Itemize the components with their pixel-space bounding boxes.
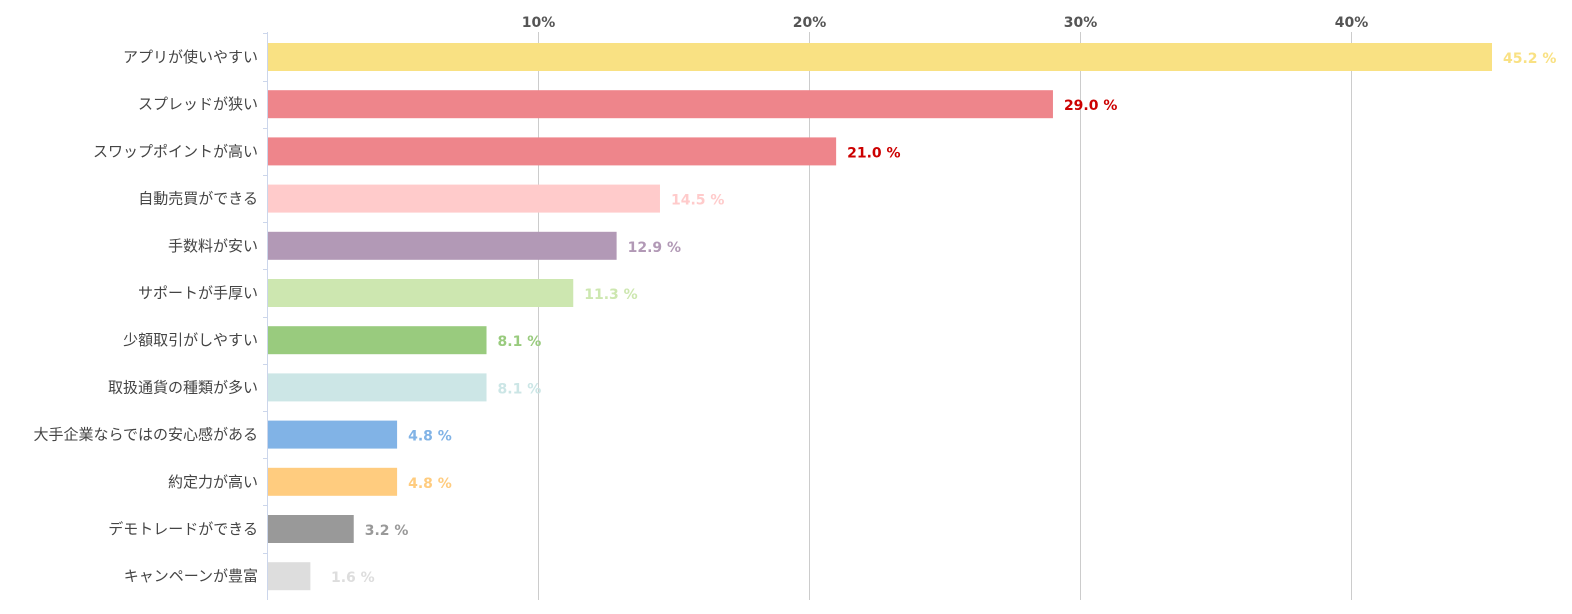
bar [268,467,398,496]
x-tick-label: 20% [793,15,827,31]
category-label: 少額取引がしやすい [123,331,258,349]
category-label: デモトレードができる [108,520,258,538]
bar [268,373,487,402]
category-label: スワップポイントが高い [93,142,258,160]
bar [268,90,1053,119]
category-label: サポートが手厚い [138,284,258,302]
value-label: 1.6 % [331,570,375,586]
bar-layer [268,43,1492,591]
value-label-layer: 45.2 % 29.0 % 21.0 % 14.5 % 12.9 % 11.3 % 8.1 … [331,51,1556,586]
category-label: 取扱通貨の種類が多い [108,378,258,396]
value-label: 4.8 % [408,429,452,445]
bar [268,562,311,591]
value-label: 12.9 % [628,240,681,256]
bar [268,43,1492,71]
value-label: 8.1 % [498,381,542,397]
category-label: 約定力が高い [168,473,258,491]
category-label: 大手企業ならではの安心感がある [33,426,258,444]
category-label: 手数料が安い [168,237,258,255]
value-label: 29.0 % [1064,98,1117,114]
bar [268,279,574,307]
value-label: 4.8 % [408,476,452,492]
value-label: 11.3 % [584,287,637,303]
category-label: 自動売買ができる [138,190,258,208]
bar [268,420,398,449]
value-label: 45.2 % [1503,51,1556,67]
x-tick-label: 10% [522,15,556,31]
value-label: 3.2 % [365,523,409,539]
category-label-layer: アプリが使いやすいスプレッドが狭いスワップポイントが高い自動売買ができる手数料が… [33,33,267,585]
x-tick-label: 40% [1335,15,1369,31]
x-tick-label: 30% [1064,15,1098,31]
value-label: 14.5 % [671,193,724,209]
tick-layer: 10% 20% 30% 40% [522,15,1369,31]
bar [268,137,837,166]
category-label: アプリが使いやすい [123,48,258,66]
bar [268,326,487,355]
grid-layer [538,32,1352,600]
value-label: 8.1 % [498,334,542,350]
category-label: スプレッドが狭い [138,95,258,113]
bar [268,515,354,543]
value-label: 21.0 % [847,145,900,161]
bar [268,184,660,213]
bar [268,231,617,260]
category-label: キャンペーンが豊富 [124,567,258,585]
